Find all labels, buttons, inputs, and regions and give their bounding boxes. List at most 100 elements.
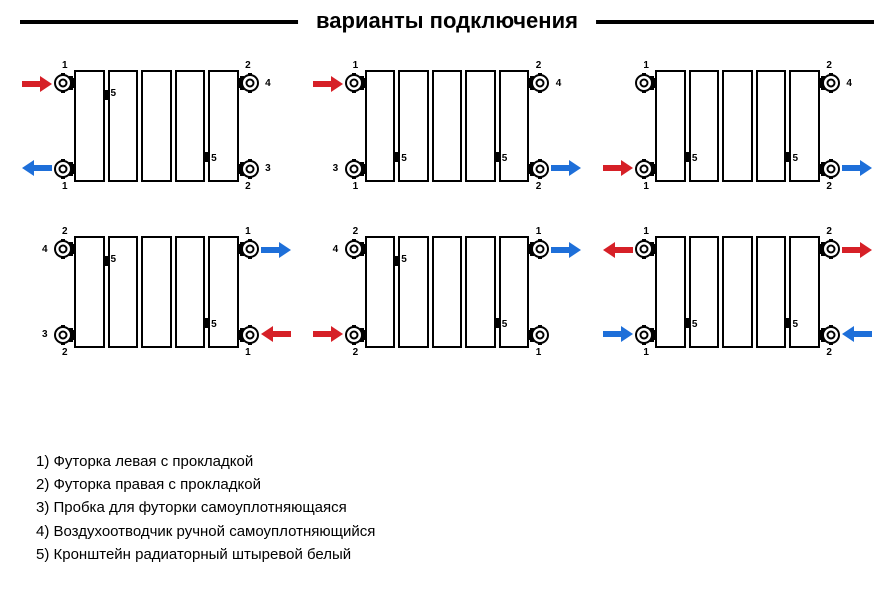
diagram-grid: 5 5 1 2 4 1: [0, 36, 894, 362]
fitting-icon: [54, 72, 76, 94]
radiator: [655, 70, 820, 182]
fitting-label: 1: [62, 181, 68, 192]
bracket-icon: [203, 318, 208, 328]
fitting-label: 2: [536, 181, 542, 192]
fitting-aux-label: 4: [333, 244, 339, 255]
fitting-icon: [54, 324, 76, 346]
radiator-section: [365, 70, 396, 182]
fitting-aux-label: 3: [265, 163, 271, 174]
legend-item: 3) Пробка для футорки самоуплотняющаяся: [36, 496, 375, 519]
legend-item: 1) Футорка левая с прокладкой: [36, 450, 375, 473]
fitting-label: 2: [536, 60, 542, 71]
fitting-icon: [527, 238, 549, 260]
radiator-section: [789, 236, 820, 348]
radiator-section: [756, 236, 787, 348]
radiator-section: [74, 70, 105, 182]
fitting-label: 1: [643, 226, 649, 237]
fitting-aux-label: 3: [42, 329, 48, 340]
bracket-label: 5: [111, 254, 117, 265]
fitting-label: 1: [643, 60, 649, 71]
fitting-label: 2: [826, 181, 832, 192]
radiator-section: [432, 70, 463, 182]
fitting-icon: [635, 72, 657, 94]
diagram-cell: 55 1 24 1: [605, 56, 870, 196]
radiator-section: [432, 236, 463, 348]
bracket-icon: [494, 152, 499, 162]
flow-out-arrow-icon: [842, 160, 872, 176]
fitting-label: 1: [62, 60, 68, 71]
fitting-label: 1: [536, 226, 542, 237]
flow-in-arrow-icon: [603, 242, 633, 258]
fitting-icon: [237, 238, 259, 260]
fitting-icon: [527, 158, 549, 180]
bracket-label: 5: [211, 153, 217, 164]
fitting-aux-label: 4: [556, 78, 562, 89]
radiator-section: [722, 236, 753, 348]
fitting-aux-label: 4: [846, 78, 852, 89]
radiator-section: [689, 70, 720, 182]
radiator-section: [465, 236, 496, 348]
radiator-section: [108, 236, 139, 348]
radiator-section: [108, 70, 139, 182]
fitting-icon: [345, 324, 367, 346]
radiator-section: [175, 70, 206, 182]
legend-item: 4) Воздухоотводчик ручной самоуплотняющи…: [36, 520, 375, 543]
fitting-aux-label: 3: [333, 163, 339, 174]
radiator: [74, 70, 239, 182]
flow-out-arrow-icon: [261, 242, 291, 258]
bracket-label: 5: [401, 153, 407, 164]
radiator-section: [689, 236, 720, 348]
flow-in-arrow-icon: [313, 76, 343, 92]
fitting-icon: [237, 324, 259, 346]
fitting-icon: [818, 238, 840, 260]
diagram-cell: 5 5 1 2 1: [605, 222, 870, 362]
legend: 1) Футорка левая с прокладкой 2) Футорка…: [36, 450, 375, 566]
fitting-label: 1: [643, 347, 649, 358]
fitting-icon: [527, 324, 549, 346]
flow-in-arrow-icon: [313, 326, 343, 342]
page-title: варианты подключения: [298, 8, 596, 34]
flow-out-arrow-icon: [842, 326, 872, 342]
bracket-icon: [393, 256, 398, 266]
fitting-icon: [345, 158, 367, 180]
flow-in-arrow-icon: [842, 242, 872, 258]
diagram-cell: 5 5 1 2 4 1: [24, 56, 289, 196]
fitting-label: 1: [245, 347, 251, 358]
legend-item: 2) Футорка правая с прокладкой: [36, 473, 375, 496]
fitting-icon: [635, 158, 657, 180]
fitting-aux-label: 4: [265, 78, 271, 89]
fitting-icon: [635, 324, 657, 346]
fitting-label: 2: [826, 226, 832, 237]
fitting-label: 1: [245, 226, 251, 237]
bracket-label: 5: [692, 153, 698, 164]
radiator-section: [756, 70, 787, 182]
bracket-label: 5: [111, 88, 117, 99]
fitting-label: 2: [245, 181, 251, 192]
bracket-icon: [684, 152, 689, 162]
radiator-section: [365, 236, 396, 348]
radiator: [655, 236, 820, 348]
bracket-label: 5: [692, 319, 698, 330]
radiator-section: [722, 70, 753, 182]
fitting-label: 2: [826, 60, 832, 71]
radiator-section: [208, 70, 239, 182]
flow-out-arrow-icon: [551, 160, 581, 176]
fitting-label: 2: [353, 347, 359, 358]
diagram-cell: 55 24 1 23: [24, 222, 289, 362]
fitting-icon: [818, 72, 840, 94]
bracket-icon: [784, 152, 789, 162]
bracket-icon: [203, 152, 208, 162]
fitting-label: 1: [353, 181, 359, 192]
fitting-label: 1: [536, 347, 542, 358]
bracket-label: 5: [792, 319, 798, 330]
bracket-icon: [494, 318, 499, 328]
fitting-aux-label: 4: [42, 244, 48, 255]
fitting-icon: [54, 238, 76, 260]
bracket-label: 5: [502, 153, 508, 164]
radiator-section: [398, 70, 429, 182]
legend-item: 5) Кронштейн радиаторный штыревой белый: [36, 543, 375, 566]
radiator: [365, 70, 530, 182]
radiator: [365, 236, 530, 348]
bracket-label: 5: [502, 319, 508, 330]
fitting-label: 2: [62, 226, 68, 237]
